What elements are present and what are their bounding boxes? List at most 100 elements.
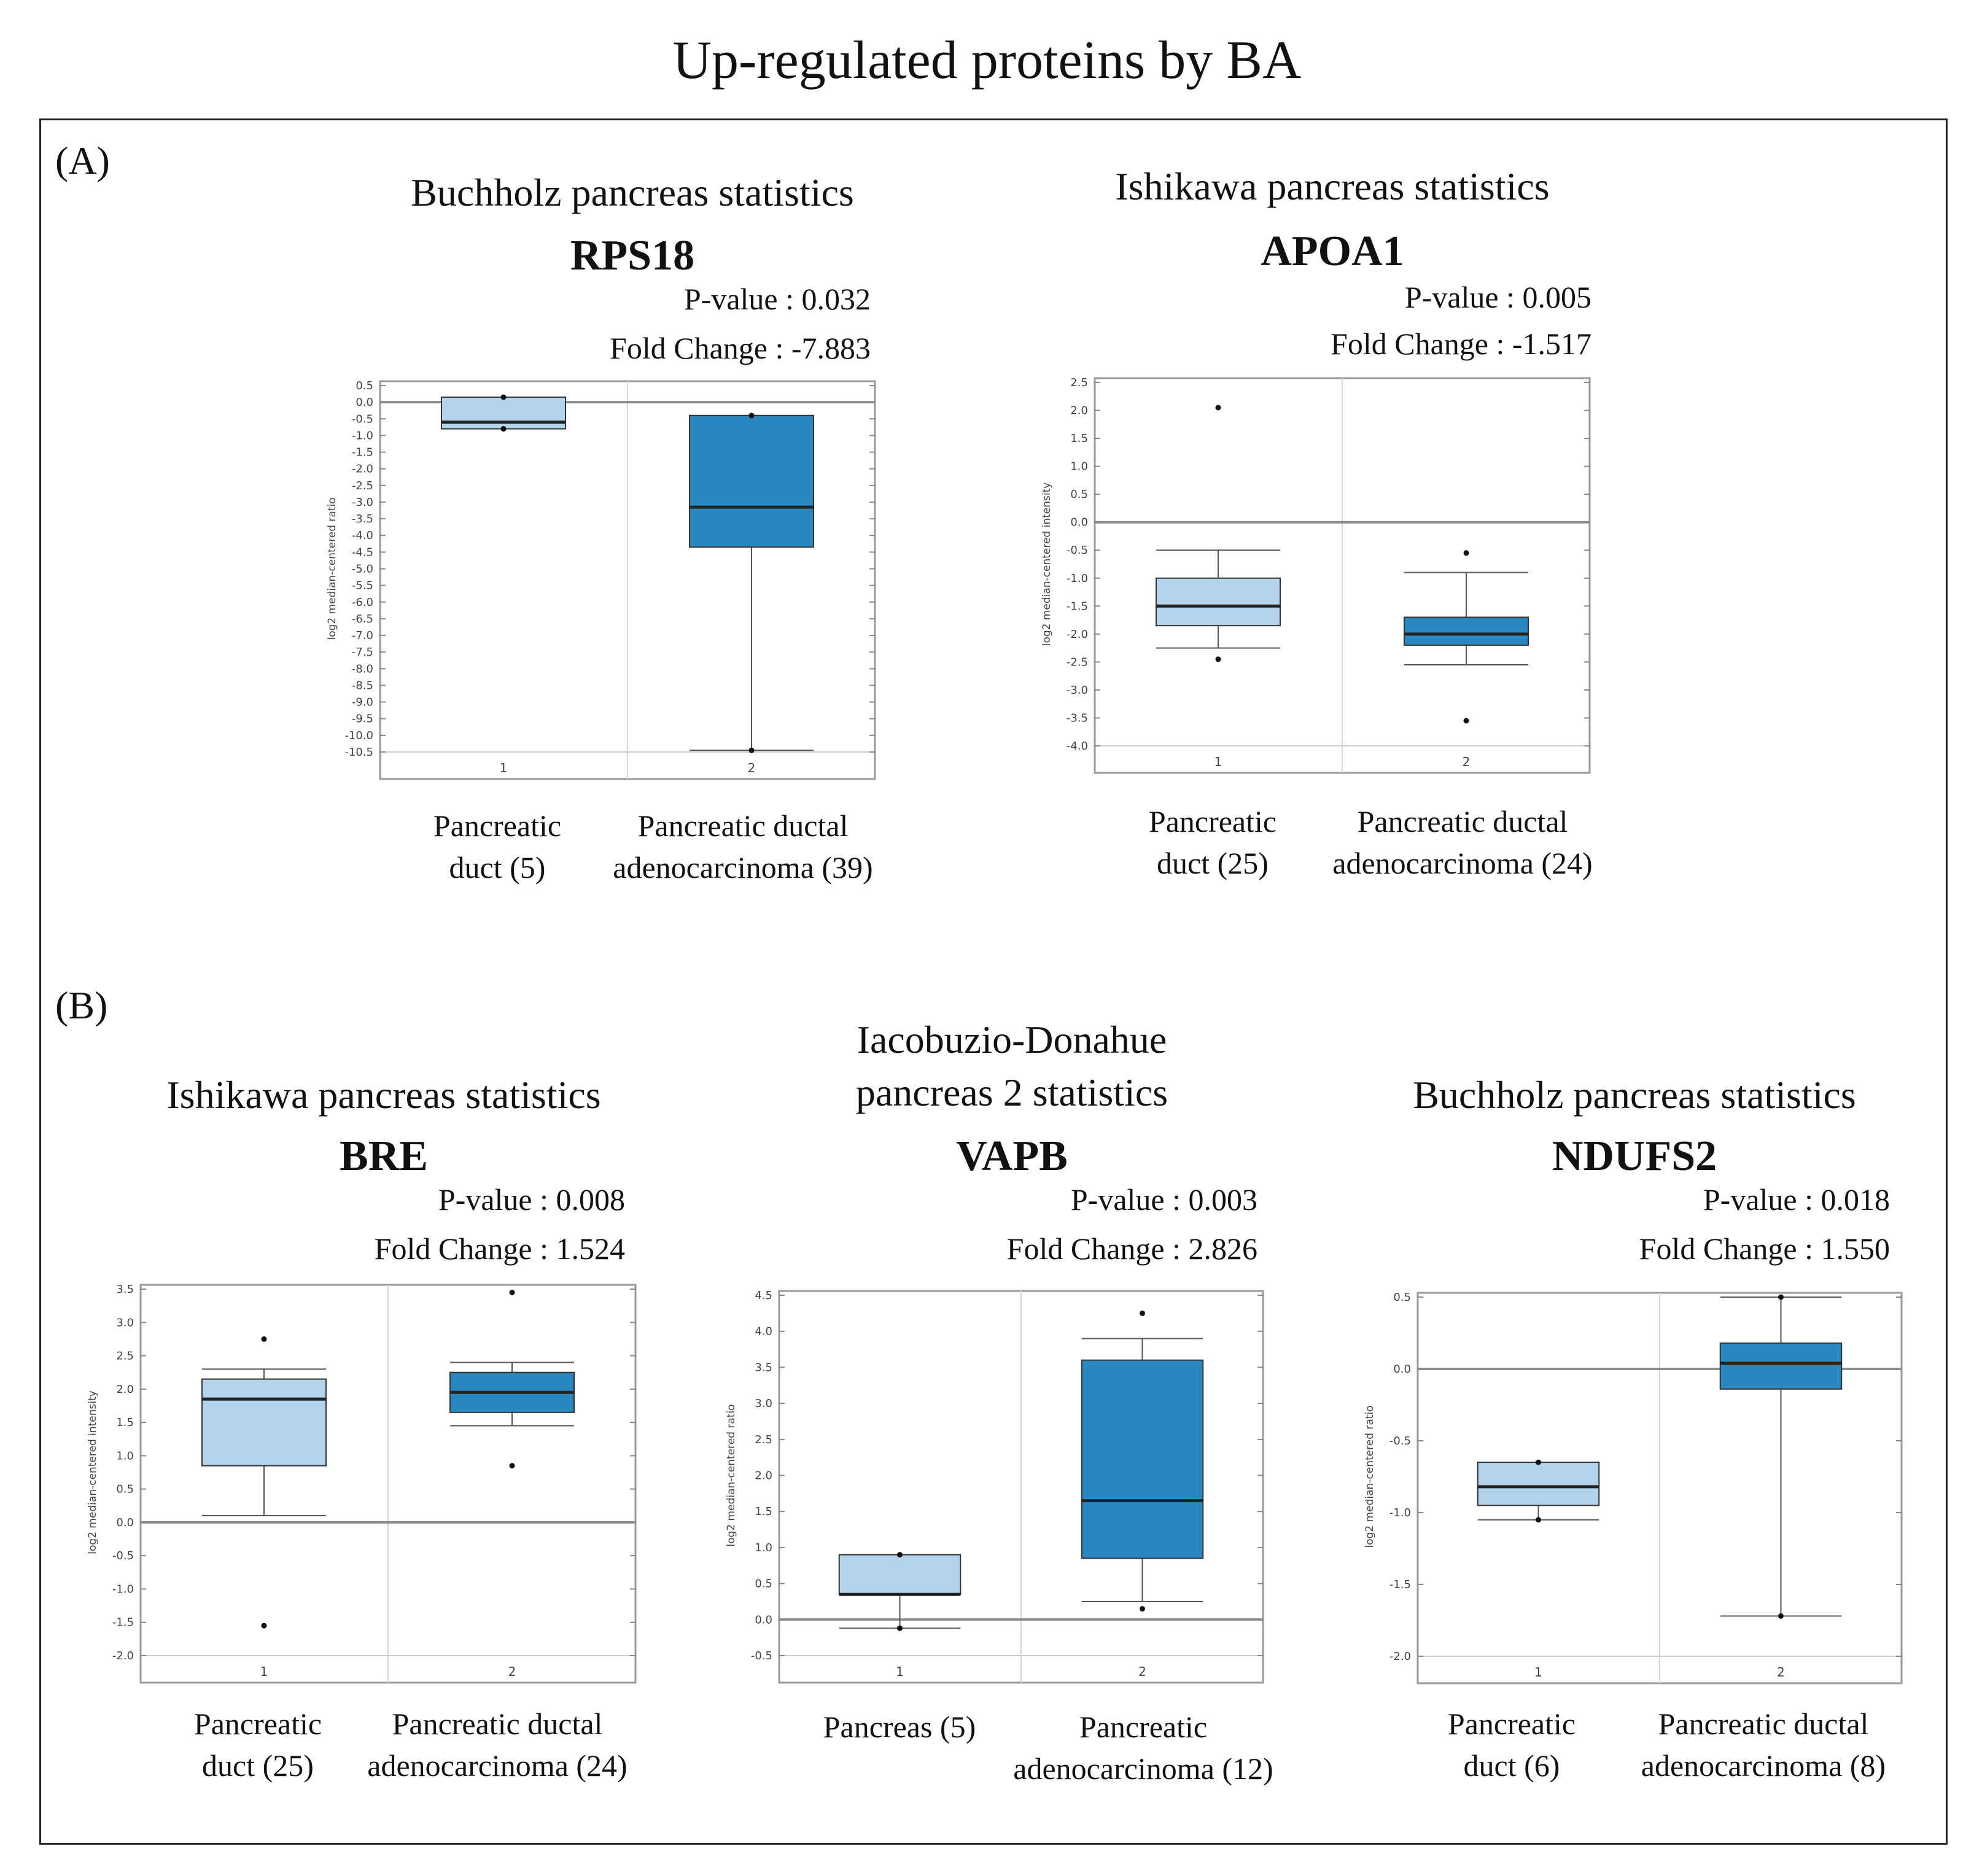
chart-4-y-tick-label: -0.5 [751, 1649, 772, 1662]
chart-5-y-tick-label: 0.0 [1393, 1363, 1411, 1376]
chart-5-box-2 [1719, 1294, 1843, 1619]
chart-4-y-tick-label: 1.5 [755, 1505, 772, 1518]
chart-2-fold-change: Fold Change : -1.517 [1331, 327, 1591, 361]
chart-4-y-tick-label: 2.0 [755, 1470, 772, 1483]
chart-4-outlier-point [1140, 1310, 1145, 1316]
chart-2-category-label: Pancreatic ductal [1357, 804, 1568, 839]
chart-2-y-tick-label: 1.0 [1070, 460, 1088, 473]
chart-2-y-tick-label: 0.5 [1070, 488, 1088, 501]
chart-1-y-tick-label: -7.5 [352, 646, 373, 659]
chart-5-outlier-point [1778, 1613, 1784, 1619]
chart-4-y-axis-label: log2 median-centered ratio [725, 1404, 737, 1546]
chart-4-dataset-title: Iacobuzio-Donahue [857, 1018, 1167, 1061]
chart-2-y-tick-label: -3.5 [1067, 711, 1088, 724]
chart-2-y-tick-label: -3.0 [1067, 684, 1088, 697]
chart-1-box-body [441, 396, 566, 430]
chart-4-y-tick-label: 0.0 [755, 1613, 772, 1626]
chart-3-category-label: Pancreatic [193, 1707, 322, 1741]
chart-2-outlier-point [1215, 405, 1221, 411]
chart-3-category-label: Pancreatic ductal [392, 1707, 603, 1741]
chart-3-y-tick-label: 3.0 [116, 1316, 134, 1329]
chart-5-fold-change: Fold Change : 1.550 [1639, 1231, 1890, 1266]
chart-3-y-tick-label: 0.0 [116, 1516, 134, 1529]
chart-5-outlier-point [1536, 1517, 1541, 1523]
chart-1-y-tick-label: -10.5 [344, 746, 373, 759]
chart-4-y-tick-label: 3.0 [755, 1397, 772, 1410]
chart-3-y-tick-label: 3.5 [116, 1283, 134, 1296]
chart-4-y-tick-label: 3.5 [755, 1361, 772, 1374]
chart-3-outlier-point [509, 1289, 515, 1295]
chart-1-box-1 [441, 394, 566, 432]
chart-4-outlier-point [1140, 1606, 1145, 1612]
chart-1-y-tick-label: 0.5 [356, 379, 373, 392]
chart-3-y-tick-label: 1.0 [116, 1449, 134, 1462]
chart-3-category-label: duct (25) [202, 1748, 314, 1783]
chart-5-box-body [1719, 1342, 1843, 1390]
chart-4-box-body [838, 1554, 962, 1595]
chart-5-x-tick-label: 1 [1534, 1665, 1542, 1680]
chart-1-fold-change: Fold Change : -7.883 [610, 331, 871, 365]
chart-3-box-body [201, 1378, 327, 1467]
chart-1-plot: 0.5 0.0 -0.5 -1.0 -1.5 -2.0 -2.5 -3.0 -3.5 -4.0 -4… [326, 379, 876, 780]
chart-4-y-tick-label: 0.5 [755, 1578, 772, 1591]
chart-4-box-2 [1081, 1310, 1204, 1612]
chart-5-outlier-point [1536, 1459, 1541, 1465]
chart-1-box-2 [689, 413, 814, 753]
chart-4-gene-name: VAPB [956, 1133, 1068, 1180]
chart-1-y-tick-label: 0.0 [356, 396, 373, 409]
chart-5-y-tick-label: -1.0 [1389, 1506, 1411, 1519]
chart-2-y-tick-label: -1.0 [1067, 572, 1088, 585]
chart-5-plot: 0.5 0.0 -0.5 -1.0 -1.5 -2.0 log2 median-center… [1364, 1291, 1903, 1684]
chart-1-y-tick-label: -0.5 [352, 413, 373, 425]
chart-3-outlier-point [509, 1463, 515, 1469]
chart-3-category-label: adenocarcinoma (24) [367, 1748, 628, 1783]
chart-2-x-tick-label: 2 [1463, 754, 1471, 769]
chart-5-box-body [1477, 1462, 1600, 1506]
chart-3-x-tick-label: 2 [508, 1664, 516, 1679]
chart-1-category-label: Pancreatic ductal [637, 808, 849, 843]
chart-2-y-tick-label: 2.0 [1070, 405, 1088, 417]
chart-3-y-tick-label: -0.5 [112, 1549, 134, 1562]
chart-5-category-label: Pancreatic [1447, 1707, 1576, 1741]
chart-5-outlier-point [1778, 1294, 1784, 1300]
chart-2-box-2 [1404, 550, 1529, 724]
chart-1-box-body [689, 414, 814, 548]
chart-5-pvalue: P-value : 0.018 [1703, 1182, 1890, 1217]
chart-1-outlier-point [748, 747, 755, 753]
chart-2-outlier-point [1463, 718, 1469, 724]
chart-3-y-tick-label: -1.5 [112, 1616, 134, 1629]
chart-4-category-label: Pancreatic [1079, 1710, 1208, 1744]
chart-2-gene-name: APOA1 [1261, 228, 1404, 275]
chart-1-outlier-point [500, 394, 507, 400]
chart-1-y-tick-label: -8.5 [352, 679, 373, 692]
chart-3-y-tick-label: -1.0 [112, 1583, 134, 1595]
chart-1-y-tick-label: -3.0 [352, 496, 373, 509]
chart-3-dataset-title: Ishikawa pancreas statistics [166, 1073, 601, 1117]
chart-1-y-tick-label: -9.5 [352, 713, 373, 726]
chart-1-y-tick-label: -1.5 [352, 446, 373, 459]
chart-4-fold-change: Fold Change : 2.826 [1006, 1231, 1257, 1266]
chart-2-y-tick-label: -4.0 [1067, 740, 1088, 753]
chart-2-box-body [1404, 616, 1529, 646]
chart-3-y-tick-label: -2.0 [112, 1649, 134, 1662]
chart-4-plot: 4.5 4.0 3.5 3.0 2.5 2.0 1.5 1.0 0.5 0.0 -0.5 log2 m… [725, 1289, 1264, 1684]
chart-2-outlier-point [1215, 656, 1221, 662]
chart-2-outlier-point [1463, 550, 1469, 556]
chart-1-y-tick-label: -4.0 [352, 529, 373, 542]
chart-4-y-tick-label: 2.5 [755, 1433, 772, 1446]
chart-5-x-tick-label: 2 [1777, 1665, 1785, 1680]
chart-1-y-tick-label: -2.5 [352, 479, 373, 492]
chart-3-y-tick-label: 0.5 [116, 1483, 134, 1496]
chart-5-y-tick-label: -1.5 [1389, 1578, 1411, 1591]
chart-5-y-tick-label: 0.5 [1393, 1291, 1411, 1304]
chart-4-box-body [1081, 1359, 1204, 1559]
chart-2-y-tick-label: -2.5 [1067, 656, 1088, 669]
chart-4-outlier-point [897, 1552, 903, 1558]
chart-5-y-tick-label: -2.0 [1389, 1650, 1411, 1663]
chart-2-pvalue: P-value : 0.005 [1404, 280, 1591, 314]
chart-4-category-label: adenocarcinoma (12) [1013, 1751, 1273, 1786]
chart-2-y-tick-label: -0.5 [1067, 544, 1088, 557]
panel-label-a: (A) [55, 139, 110, 182]
chart-2-y-axis-label: log2 median-centered intensity [1041, 483, 1053, 646]
chart-1-outlier-point [748, 413, 755, 419]
